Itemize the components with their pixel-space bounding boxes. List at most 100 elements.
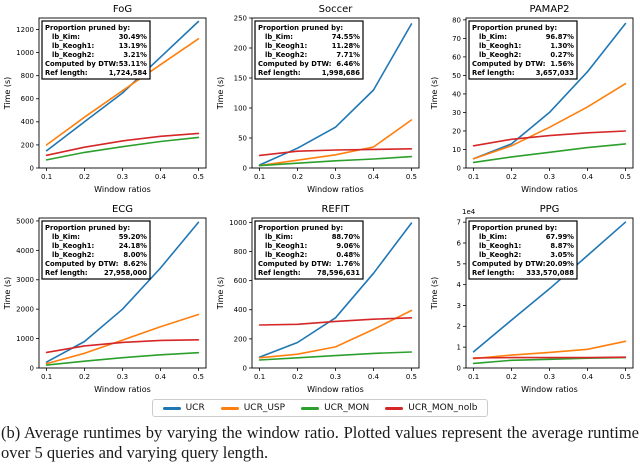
info-box-row-label: lb_Kim: xyxy=(265,233,293,241)
series-line-ucr_usp xyxy=(472,340,626,360)
info-box xyxy=(254,20,364,80)
x-tick-label: 0.5 xyxy=(406,173,417,181)
info-box-row-label: Computed by DTW: xyxy=(45,60,118,68)
series-line-ucr xyxy=(472,22,626,160)
series-line-ucr_usp xyxy=(258,309,413,359)
info-box-row-value: 9.06% xyxy=(336,242,360,250)
y-tick-label: 5 xyxy=(456,260,460,268)
y-tick-label: 200 xyxy=(234,44,247,52)
y-tick-label: 200 xyxy=(21,141,34,149)
x-tick-label: 0.5 xyxy=(193,173,204,181)
info-box-row-value: 1.76% xyxy=(336,260,360,268)
x-tick-label: 0.4 xyxy=(368,373,380,381)
legend-label: UCR xyxy=(185,403,205,413)
x-tick-label: 0.3 xyxy=(330,173,341,181)
x-axis-label: Window ratios xyxy=(521,385,578,394)
series-line-ucr_mon_nolb xyxy=(472,130,626,147)
info-box-row-value: 0.48% xyxy=(336,251,360,259)
info-box-row-label: lb_Keogh2: xyxy=(52,251,94,259)
info-box-row-value: 8.87% xyxy=(550,242,574,250)
legend-item-ucr_usp: UCR_USP xyxy=(220,403,286,413)
info-box-row-label: Computed by DTW: xyxy=(258,60,331,68)
y-tick-label: 80 xyxy=(452,16,461,24)
info-box-row-value: 0.27% xyxy=(550,51,574,59)
y-axis-label: Time (s) xyxy=(216,77,225,111)
subplot-soccer: Soccer 0 50 100 150 200 250 0.1 0.2 0.3 0.4 0.5 Wind… xyxy=(216,4,420,194)
info-box xyxy=(467,20,578,80)
x-axis-label: Window ratios xyxy=(94,385,151,394)
y-tick-label: 800 xyxy=(21,72,34,80)
info-box-row-value: 1.30% xyxy=(550,42,574,50)
y-axis-label: Time (s) xyxy=(216,277,225,311)
y-tick-label: 0 xyxy=(30,364,34,372)
x-tick-label: 0.4 xyxy=(155,173,167,181)
y-tick-label: 800 xyxy=(234,248,247,256)
series-line-ucr_mon_nolb xyxy=(472,356,626,359)
info-box-row-label: lb_Keogh1: xyxy=(52,242,94,250)
x-tick-label: 0.2 xyxy=(79,373,90,381)
legend-label: UCR_MON xyxy=(324,403,370,413)
info-box-row-label: Ref length: xyxy=(258,269,301,277)
x-tick-label: 0.2 xyxy=(292,373,303,381)
series-line-ucr_mon_nolb xyxy=(45,339,200,354)
info-box-row-value: 3.21% xyxy=(123,51,147,59)
info-box-row-value: 6.46% xyxy=(336,60,360,68)
y-tick-label: 7 xyxy=(456,219,460,227)
info-box-row-label: Computed by DTW: xyxy=(258,260,331,268)
info-box-header: Proportion pruned by: xyxy=(45,224,130,232)
info-box-row-label: lb_Kim: xyxy=(52,233,80,241)
info-box-row-label: lb_Keogh2: xyxy=(265,251,307,259)
info-box-row-label: lb_Keogh2: xyxy=(479,251,521,259)
info-box-row-value: 88.70% xyxy=(332,233,360,241)
y-tick-label: 50 xyxy=(452,72,461,80)
info-box xyxy=(41,20,151,80)
y-tick-label: 0 xyxy=(456,364,460,372)
series-line-ucr_usp xyxy=(45,37,200,146)
series-line-ucr xyxy=(45,20,200,152)
info-box-row-label: Ref length: xyxy=(45,269,88,277)
y-tick-label: 10 xyxy=(452,146,461,154)
y-tick-label: 0 xyxy=(243,164,247,172)
legend-label: UCR_USP xyxy=(243,403,286,413)
info-box-row-label: lb_Keogh1: xyxy=(265,242,307,250)
figure-legend-box: UCR UCR_USP UCR_MON UCR_MON_nolb xyxy=(151,399,489,417)
y-tick-label: 50 xyxy=(238,134,247,142)
subplot-ppg: PPG 0 1 2 3 4 5 6 7 0.1 0.2 0.3 0.4 0.5 Window ratios T… xyxy=(430,204,633,394)
series-line-ucr_mon xyxy=(45,136,200,161)
plot-title: ECG xyxy=(112,204,133,215)
y-tick-label: 6 xyxy=(456,239,461,247)
x-tick-label: 0.3 xyxy=(543,173,554,181)
info-box-row-value: 8.00% xyxy=(123,251,147,259)
subplot-fog: FoG 0 200 400 600 800 1000 1200 0.1 0.2 0.3 0.4 0.5 W… xyxy=(3,4,207,194)
info-box-row-label: Ref length: xyxy=(45,69,88,77)
info-box-row-value: 96.87% xyxy=(545,33,573,41)
info-box-row-value: 8.62% xyxy=(123,260,147,268)
y-axis-label: Time (s) xyxy=(3,77,12,111)
x-tick-label: 0.4 xyxy=(155,373,167,381)
info-box-row-value: 7.71% xyxy=(336,51,360,59)
info-box-row-value: 53.11% xyxy=(119,60,147,68)
subplot-ecg: ECG 0 1000 2000 3000 4000 5000 0.1 0.2 0.3 0.4 0.5 W… xyxy=(3,204,207,394)
series-line-ucr_mon xyxy=(45,351,200,366)
info-box-row-label: Ref length: xyxy=(258,69,301,77)
info-box-row-label: lb_Keogh2: xyxy=(52,51,94,59)
info-box-row-label: Computed by DTW: xyxy=(472,260,545,268)
x-axis-label: Window ratios xyxy=(307,385,364,394)
y-tick-label: 250 xyxy=(234,14,247,22)
legend-swatch xyxy=(301,406,320,410)
subplot-pamap2: PAMAP2 0 10 20 30 40 50 60 70 80 0.1 0.2 0.3 0.4 0.5 Wi… xyxy=(430,4,633,194)
info-box-row-label: lb_Kim: xyxy=(265,33,293,41)
info-box-row-label: lb_Keogh2: xyxy=(265,51,307,59)
x-tick-label: 0.1 xyxy=(254,173,265,181)
info-box-row-label: Computed by DTW: xyxy=(45,260,118,268)
info-box-row-value: 1,998,686 xyxy=(322,69,361,77)
legend-swatch xyxy=(162,406,181,410)
series-line-ucr_usp xyxy=(45,313,200,365)
info-box-header: Proportion pruned by: xyxy=(258,224,343,232)
info-box-header: Proportion pruned by: xyxy=(472,224,557,232)
series-line-ucr_mon_nolb xyxy=(258,148,413,157)
y-tick-label: 600 xyxy=(234,277,247,285)
x-tick-label: 0.2 xyxy=(292,173,303,181)
info-box-row-label: lb_Keogh1: xyxy=(479,242,521,250)
